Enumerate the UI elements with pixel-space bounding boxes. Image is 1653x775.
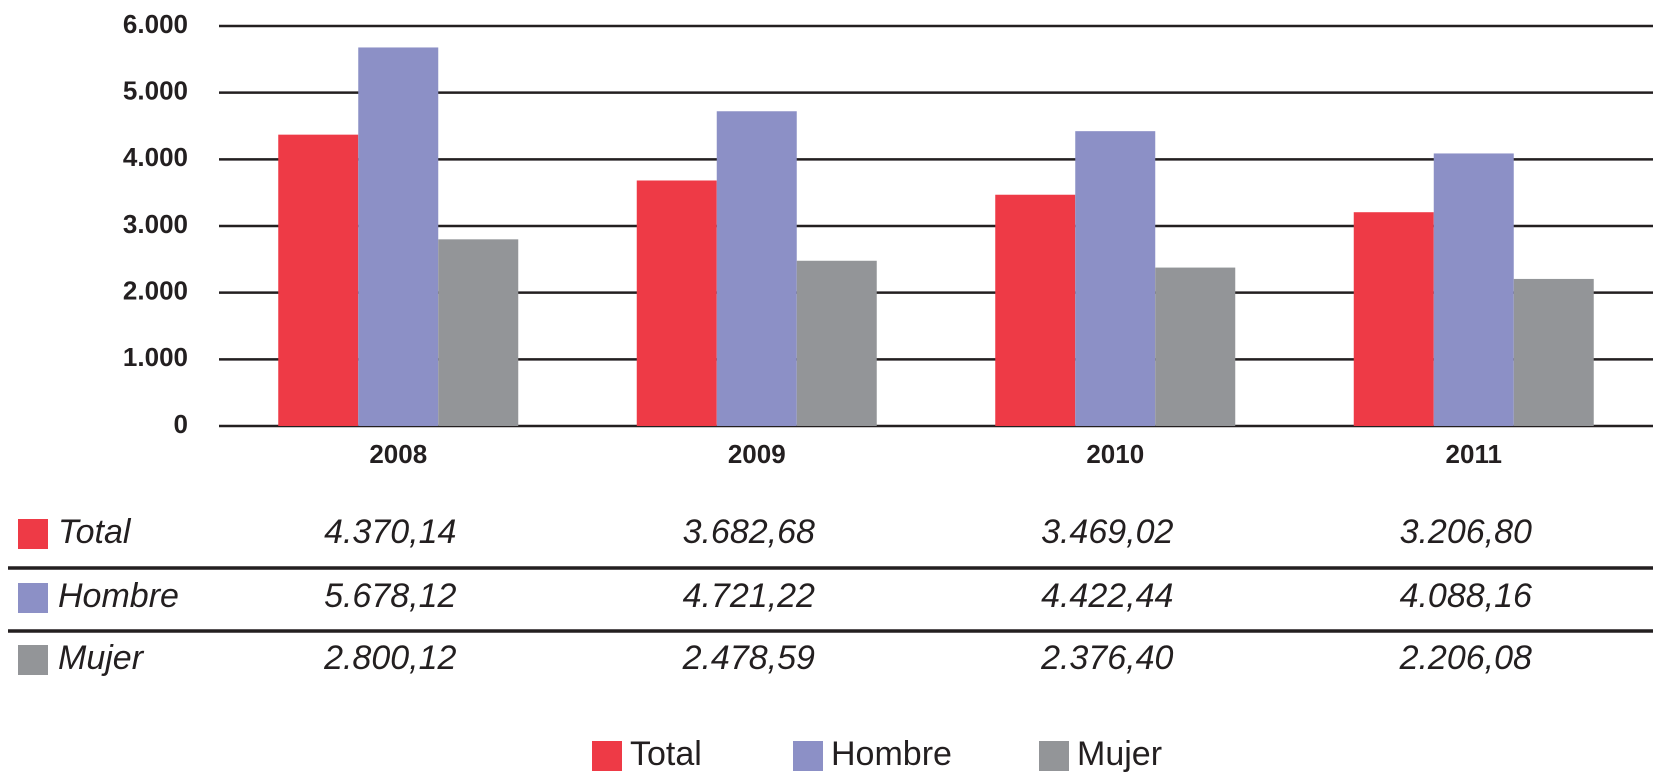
table-value: 3.682,68 <box>683 513 815 551</box>
table-value: 3.469,02 <box>1041 513 1173 551</box>
bar <box>278 134 359 426</box>
y-tick-label: 3.000 <box>123 209 188 239</box>
table-value: 4.370,14 <box>324 513 456 551</box>
table-value: 4.721,22 <box>683 577 815 615</box>
legend-label: Hombre <box>831 735 952 773</box>
legend-swatch <box>1039 741 1069 771</box>
y-tick-label: 4.000 <box>123 142 188 172</box>
y-tick-label: 6.000 <box>123 9 188 39</box>
y-tick-label: 2.000 <box>123 276 188 306</box>
table-legend-swatch <box>18 519 48 549</box>
bar <box>636 180 717 426</box>
bar <box>796 260 877 426</box>
table-value: 5.678,12 <box>324 577 456 615</box>
bar <box>1075 131 1156 427</box>
y-tick-label: 0 <box>174 409 188 439</box>
bar <box>1513 278 1594 426</box>
table-legend-swatch <box>18 583 48 613</box>
table-value: 3.206,80 <box>1400 513 1532 551</box>
legend-label: Mujer <box>1077 735 1162 773</box>
bar <box>1155 267 1236 426</box>
bar <box>1353 212 1434 426</box>
y-tick-label: 1.000 <box>123 342 188 372</box>
table-row-label: Total <box>58 513 132 551</box>
x-tick-label: 2011 <box>1446 439 1502 469</box>
legend-swatch <box>592 741 622 771</box>
table-value: 4.422,44 <box>1041 577 1173 615</box>
table-value: 2.206,08 <box>1399 639 1532 677</box>
table-value: 2.478,59 <box>682 639 815 677</box>
table-row-label: Hombre <box>58 577 179 615</box>
bar <box>716 111 797 426</box>
x-tick-label: 2010 <box>1086 439 1144 469</box>
x-tick-label: 2008 <box>369 439 427 469</box>
table-value: 4.088,16 <box>1400 577 1532 615</box>
table-value: 2.376,40 <box>1040 639 1173 677</box>
bar <box>358 47 439 426</box>
table-legend-swatch <box>18 645 48 675</box>
bar <box>1433 153 1514 426</box>
table-value: 2.800,12 <box>323 639 456 677</box>
table-row-label: Mujer <box>58 639 145 677</box>
legend-swatch <box>793 741 823 771</box>
y-tick-label: 5.000 <box>123 76 188 106</box>
x-tick-label: 2009 <box>728 439 786 469</box>
bar <box>438 239 519 426</box>
bar <box>995 194 1076 426</box>
legend-label: Total <box>630 735 702 773</box>
